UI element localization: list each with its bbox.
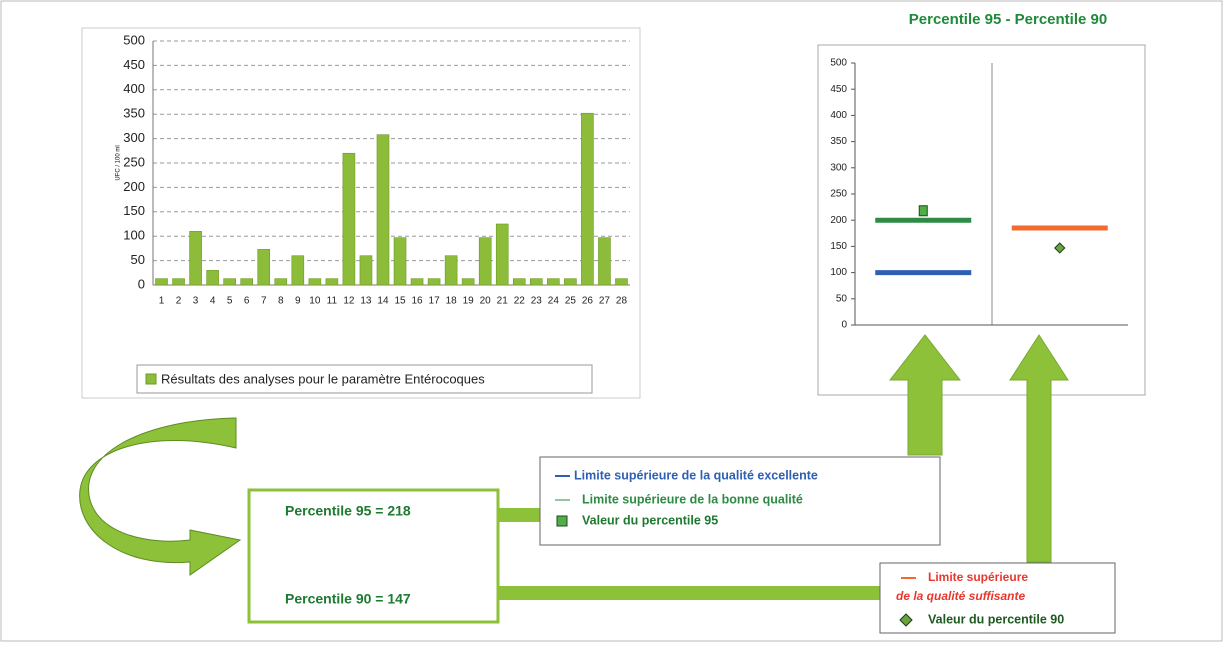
x-tick-label: 6 <box>244 296 250 307</box>
bar <box>292 256 304 285</box>
x-tick-label: 1 <box>159 296 165 307</box>
y-tick-label: 250 <box>830 189 847 200</box>
y-axis-label: UFC / 100 ml <box>116 145 122 180</box>
legend-swatch <box>146 374 156 384</box>
x-tick-label: 22 <box>514 296 526 307</box>
x-tick-label: 9 <box>295 296 301 307</box>
bar <box>394 238 406 285</box>
bar <box>513 279 525 285</box>
chart-panel <box>82 28 640 398</box>
bar <box>564 279 576 285</box>
x-tick-label: 21 <box>497 296 509 307</box>
x-tick-label: 23 <box>531 296 543 307</box>
legend-label: Limite supérieure de la qualité excellen… <box>574 468 818 482</box>
legend-label: Limite supérieure de la bonne qualité <box>582 492 803 506</box>
legend-label: Limite supérieure <box>928 570 1028 584</box>
bar <box>615 279 627 285</box>
y-tick-label: 50 <box>131 252 145 267</box>
x-tick-label: 13 <box>360 296 372 307</box>
y-tick-label: 350 <box>123 106 145 121</box>
bar <box>445 256 457 285</box>
bar <box>309 279 321 285</box>
connector <box>498 508 540 522</box>
chart-panel <box>818 45 1145 395</box>
legend-label: Valeur du percentile 90 <box>928 612 1064 626</box>
x-tick-label: 18 <box>446 296 458 307</box>
chart-title: Percentile 95 - Percentile 90 <box>909 11 1107 28</box>
x-tick-label: 19 <box>463 296 475 307</box>
bar <box>241 279 253 285</box>
y-tick-label: 100 <box>830 267 847 278</box>
bar <box>360 256 372 285</box>
bar <box>156 279 168 285</box>
result-text: Percentile 95 = 218 <box>285 503 411 519</box>
bar <box>530 279 542 285</box>
x-tick-label: 7 <box>261 296 267 307</box>
y-tick-label: 0 <box>138 276 145 291</box>
bar <box>547 279 559 285</box>
x-tick-label: 12 <box>343 296 355 307</box>
y-tick-label: 0 <box>841 320 847 331</box>
legend-label: Valeur du percentile 95 <box>582 513 718 527</box>
bar <box>258 249 270 285</box>
bar <box>275 279 287 285</box>
x-tick-label: 28 <box>616 296 628 307</box>
y-tick-label: 400 <box>830 110 847 121</box>
bar <box>462 279 474 285</box>
x-tick-label: 17 <box>429 296 441 307</box>
y-tick-label: 50 <box>836 293 848 304</box>
y-tick-label: 500 <box>830 58 847 69</box>
x-tick-label: 27 <box>599 296 611 307</box>
x-tick-label: 26 <box>582 296 594 307</box>
y-tick-label: 300 <box>830 162 847 173</box>
bar <box>411 279 423 285</box>
x-tick-label: 11 <box>327 296 338 307</box>
y-tick-label: 200 <box>123 179 145 194</box>
x-tick-label: 2 <box>176 296 182 307</box>
y-tick-label: 500 <box>123 32 145 47</box>
legend-label: Résultats des analyses pour le paramètre… <box>161 371 485 386</box>
y-tick-label: 400 <box>123 81 145 96</box>
bar <box>598 238 610 285</box>
x-tick-label: 5 <box>227 296 233 307</box>
x-tick-label: 3 <box>193 296 199 307</box>
bar <box>343 153 355 285</box>
percentile-marker <box>919 206 927 216</box>
bar <box>581 113 593 285</box>
connector <box>498 586 880 600</box>
bar <box>496 224 508 285</box>
x-tick-label: 20 <box>480 296 492 307</box>
diagram: Percentile 95 - Percentile 90 Percentile… <box>0 0 1224 643</box>
bar <box>428 279 440 285</box>
y-tick-label: 200 <box>830 215 847 226</box>
bar <box>173 279 185 285</box>
x-tick-label: 25 <box>565 296 577 307</box>
y-tick-label: 250 <box>123 154 145 169</box>
bar <box>377 135 389 285</box>
y-tick-label: 450 <box>123 57 145 72</box>
bar <box>479 238 491 285</box>
bar <box>190 231 202 285</box>
y-tick-label: 150 <box>123 203 145 218</box>
x-tick-label: 24 <box>548 296 560 307</box>
bar <box>326 279 338 285</box>
y-tick-label: 350 <box>830 136 847 147</box>
legend-marker <box>557 516 567 526</box>
x-tick-label: 16 <box>411 296 423 307</box>
legend-label: de la qualité suffisante <box>896 589 1025 603</box>
y-tick-label: 100 <box>123 228 145 243</box>
bar <box>207 270 219 285</box>
y-tick-label: 150 <box>830 241 847 252</box>
y-tick-label: 300 <box>123 130 145 145</box>
x-tick-label: 8 <box>278 296 284 307</box>
y-tick-label: 450 <box>830 84 847 95</box>
x-tick-label: 4 <box>210 296 216 307</box>
bar <box>224 279 236 285</box>
x-tick-label: 10 <box>309 296 321 307</box>
result-text: Percentile 90 = 147 <box>285 591 411 607</box>
x-tick-label: 15 <box>394 296 406 307</box>
x-tick-label: 14 <box>377 296 389 307</box>
